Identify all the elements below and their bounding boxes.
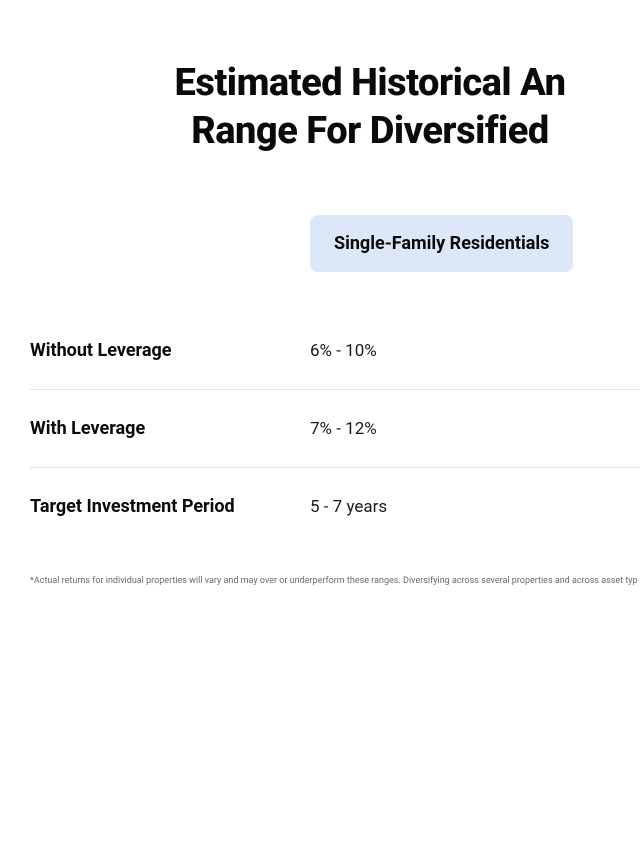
row-label-investment-period: Target Investment Period (30, 496, 310, 517)
title-line-1: Estimated Historical An (175, 61, 566, 105)
page-title: Estimated Historical An Range For Divers… (30, 60, 640, 155)
column-header-spacer (30, 215, 310, 272)
content-container: Estimated Historical An Range For Divers… (0, 0, 640, 588)
row-value-without-leverage: 6% - 10% (310, 341, 377, 361)
column-header-row: Single-Family Residentials (30, 215, 640, 272)
table-row: Target Investment Period 5 - 7 years (30, 468, 640, 545)
table-row: With Leverage 7% - 12% (30, 390, 640, 468)
row-value-investment-period: 5 - 7 years (310, 497, 387, 517)
title-line-2: Range For Diversified (191, 109, 549, 153)
row-label-with-leverage: With Leverage (30, 418, 310, 439)
footnote: *Actual returns for individual propertie… (30, 575, 640, 588)
row-value-with-leverage: 7% - 12% (310, 419, 377, 439)
table-row: Without Leverage 6% - 10% (30, 312, 640, 390)
row-label-without-leverage: Without Leverage (30, 340, 310, 361)
column-header: Single-Family Residentials (310, 215, 573, 272)
